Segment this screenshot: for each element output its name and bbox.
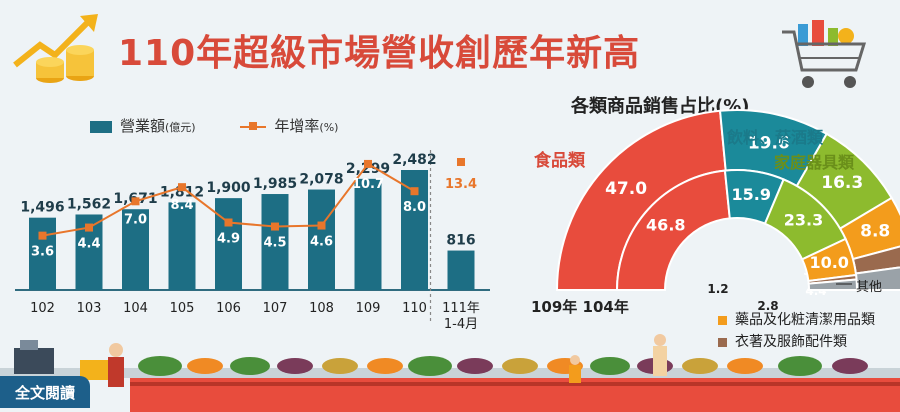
bar-value-label: 1,985	[253, 176, 297, 192]
donut-value-label: 19.6	[748, 133, 790, 153]
growth-rate-label: 10.7	[352, 177, 384, 192]
x-tick-label: 103	[77, 301, 102, 316]
growth-rate-point	[410, 187, 419, 196]
shopping-cart-icon	[782, 20, 867, 88]
growth-rate-point	[38, 231, 47, 240]
supermarket-shelf-illustration	[0, 334, 900, 412]
bar-value-label: 2,482	[392, 152, 436, 168]
legend-line-label: 年增率	[274, 117, 320, 135]
growth-rate-label: 8.0	[403, 200, 426, 215]
revenue-bar	[29, 217, 56, 290]
bar-value-label: 2,078	[299, 172, 343, 188]
legend-clothing: 衣著及服飾配件類	[718, 331, 847, 351]
donut-value-label: 15.9	[732, 185, 771, 204]
donut-value-label: 23.3	[784, 211, 823, 230]
chart-legend: 營業額(億元) 年增率(%)	[90, 115, 338, 136]
growth-rate-label: 8.4	[170, 198, 193, 213]
x-tick-label: 108	[309, 301, 334, 316]
revenue-bar	[215, 198, 242, 290]
bar-value-label: 2,299	[346, 161, 390, 177]
ring-year-labels: 109年 104年	[531, 298, 629, 316]
revenue-bar	[168, 202, 196, 290]
x-tick-label: 102	[30, 301, 55, 316]
revenue-bar	[308, 189, 335, 290]
growth-rate-label: 4.4	[77, 237, 100, 252]
growth-rate-point	[317, 221, 326, 230]
legend-bar-label: 營業額	[120, 117, 166, 135]
coins-icon	[13, 14, 98, 83]
x-tick-label: 107	[263, 301, 288, 316]
x-tick-label: 104	[123, 301, 148, 316]
bar-value-label: 1,562	[67, 196, 111, 212]
drug-label: 藥品及化粧清潔用品類	[735, 312, 875, 328]
full-text-button[interactable]: 全文閱讀	[0, 376, 90, 408]
donut-value-label: 8.8	[860, 222, 890, 242]
growth-rate-label: 4.9	[217, 232, 240, 247]
bar-value-label: 1,496	[20, 200, 64, 216]
legend-bar-unit: (億元)	[165, 121, 196, 134]
growth-rate-label: 7.0	[124, 212, 147, 227]
bar-value-label: 1,900	[206, 180, 251, 196]
legend-drug: 藥品及化粧清潔用品類	[718, 309, 875, 329]
donut-segment	[807, 278, 859, 291]
growth-rate-point	[364, 159, 372, 168]
x-tick-label: 106	[216, 301, 241, 316]
donut-value-label: 46.8	[646, 216, 685, 235]
other-label: 其他	[856, 280, 883, 295]
revenue-bar	[354, 178, 382, 290]
legend-line-unit: (%)	[319, 121, 339, 134]
donut-segment	[615, 169, 731, 291]
donut-value-label: 1.2	[707, 282, 728, 296]
donut-value-label: 10.0	[809, 253, 848, 272]
page-title: 110年超級市場營收創歷年新高	[118, 33, 641, 74]
drug-swatch	[718, 315, 727, 325]
donut-value-label: 2.8	[757, 299, 778, 313]
growth-rate-point	[271, 222, 279, 231]
beverage-label: 飲料、菸酒類	[727, 128, 824, 147]
growth-rate-label: 3.6	[31, 245, 54, 260]
growth-rate-point	[131, 197, 140, 206]
household-label: 家庭器具類	[774, 153, 855, 172]
growth-rate-label: 4.5	[263, 236, 286, 251]
x-tick-label: 109	[356, 301, 381, 316]
donut-value-label: 47.0	[605, 179, 647, 199]
revenue-bar	[447, 250, 475, 290]
growth-rate-label: 13.4	[445, 177, 477, 192]
growth-rate-point	[85, 223, 93, 232]
clothing-label: 衣著及服飾配件類	[735, 334, 847, 350]
donut-value-label: 16.3	[821, 173, 863, 193]
growth-rate-point	[178, 183, 186, 192]
growth-rate-point	[457, 158, 465, 166]
x-tick-label: 110	[402, 301, 427, 316]
x-tick-label: 111年	[442, 301, 480, 316]
legend-line-swatch	[240, 121, 267, 130]
x-tick-label: 1-4月	[444, 317, 478, 332]
legend-bar-swatch	[90, 120, 112, 133]
growth-rate-label: 4.6	[310, 235, 333, 250]
pie-title: 各類商品銷售占比(%)	[571, 96, 750, 117]
revenue-bar	[122, 209, 149, 290]
food-label: 食品類	[534, 151, 585, 171]
revenue-bar-chart: 1,4961021,5621031,6711041,8121051,900106…	[15, 150, 490, 332]
growth-rate-point	[224, 218, 233, 227]
bar-value-label: 816	[446, 233, 475, 249]
x-tick-label: 105	[170, 301, 195, 316]
clothing-swatch	[718, 337, 727, 347]
revenue-bar	[261, 194, 289, 290]
